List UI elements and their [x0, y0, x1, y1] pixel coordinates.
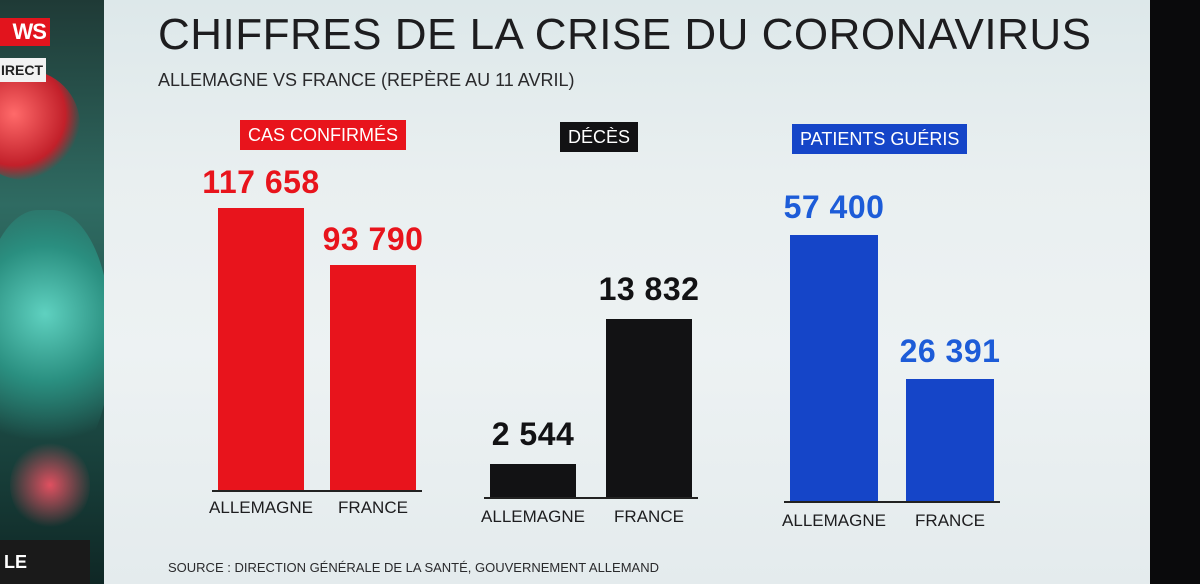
- value-label-3-france: 26 391: [899, 333, 1001, 369]
- category-label-3-allemagne: ALLEMAGNE: [782, 511, 886, 530]
- category-label-1-france: FRANCE: [338, 498, 408, 517]
- tv-channel-strip: WS IRECT LE: [0, 0, 104, 584]
- source-note: SOURCE : DIRECTION GÉNÉRALE DE LA SANTÉ,…: [168, 560, 659, 575]
- chart-title-1: CAS CONFIRMÉS: [240, 120, 407, 150]
- value-label-1-allemagne: 117 658: [202, 164, 320, 200]
- value-label-2-france: 13 832: [598, 271, 700, 307]
- virus-illustration-red: [0, 70, 80, 180]
- baseline-3: [784, 501, 1000, 503]
- baseline-1: [212, 490, 422, 492]
- infographic-panel: CHIFFRES DE LA CRISE DU CORONAVIRUS ALLE…: [104, 0, 1150, 584]
- value-label-1-france: 93 790: [322, 221, 424, 257]
- virus-illustration-red-lower: [10, 440, 90, 530]
- chart-title-3: PATIENTS GUÉRIS: [792, 124, 968, 154]
- page-subtitle: ALLEMAGNE VS FRANCE (REPÈRE AU 11 AVRIL): [158, 70, 575, 90]
- bar-2-allemagne: [490, 464, 576, 497]
- bar-3-allemagne: [790, 235, 878, 501]
- bar-2-france: [606, 319, 692, 497]
- screen-bezel: [1150, 0, 1200, 584]
- value-label-2-allemagne: 2 544: [491, 416, 575, 452]
- bar-1-allemagne: [218, 208, 304, 490]
- virus-illustration-teal: [0, 210, 104, 470]
- live-badge: IRECT: [0, 58, 46, 82]
- baseline-2: [484, 497, 698, 499]
- bottom-ticker-tag: LE: [0, 540, 90, 584]
- category-label-3-france: FRANCE: [915, 511, 985, 530]
- page-title: CHIFFRES DE LA CRISE DU CORONAVIRUS: [158, 10, 1092, 59]
- value-label-3-allemagne: 57 400: [783, 189, 885, 225]
- category-label-2-allemagne: ALLEMAGNE: [481, 507, 585, 526]
- category-label-2-france: FRANCE: [614, 507, 684, 526]
- category-label-1-allemagne: ALLEMAGNE: [209, 498, 313, 517]
- bar-1-france: [330, 265, 416, 490]
- bar-3-france: [906, 379, 994, 501]
- chart-title-2: DÉCÈS: [560, 122, 639, 152]
- channel-logo: WS: [0, 18, 50, 46]
